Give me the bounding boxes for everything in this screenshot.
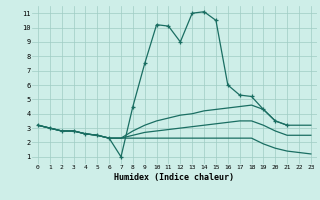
X-axis label: Humidex (Indice chaleur): Humidex (Indice chaleur) <box>115 173 234 182</box>
